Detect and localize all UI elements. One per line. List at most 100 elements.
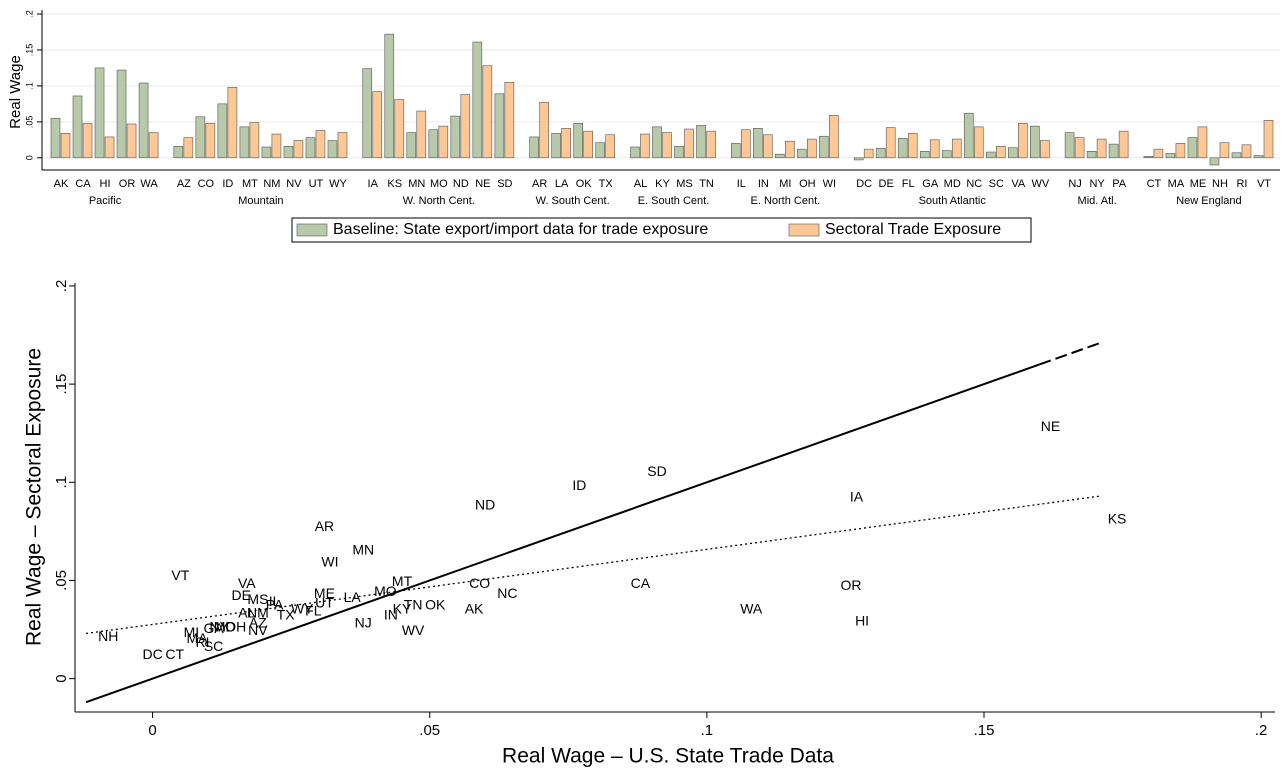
point-label: MT [392,573,413,589]
bar [605,134,615,159]
point-label: SD [647,463,666,479]
bar [293,140,304,159]
reference-line [85,495,1101,635]
point-label: IA [850,489,864,505]
point-label: DE [232,587,251,603]
bar [785,140,795,159]
bar [82,122,93,159]
point-label: VT [171,567,189,583]
bar [1007,147,1018,159]
point-label: LA [344,589,362,605]
bar [205,122,216,159]
x-tick-label: .1 [701,722,714,739]
x-tick-label: NJ [1068,178,1081,190]
x-tick-label: OH [799,178,816,190]
point-label: OH [225,618,246,634]
bar [919,151,930,159]
bar [1017,122,1028,159]
y-tick-label: 0 [24,155,34,160]
bar [561,128,571,159]
bar [138,82,149,159]
bar [1064,132,1075,159]
point-label: ME [314,585,335,601]
point-label: NY [209,618,229,634]
point-label: AL [238,605,255,621]
bar [428,129,439,159]
bar [372,91,383,159]
bar [1197,126,1208,159]
point-label: DC [142,646,162,662]
point-label: NJ [355,614,372,630]
x-tick-label: MA [1168,178,1185,190]
point-label: MI [184,624,200,640]
bar [261,146,272,159]
bar [706,130,716,159]
x-tick-label: NE [475,178,490,190]
bar [227,87,238,159]
x-tick-label: AR [532,178,547,190]
x-tick-label: NC [966,178,982,190]
bar [1074,137,1085,159]
x-axis-title: Real Wage – U.S. State Trade Data [502,745,834,768]
bar [104,136,115,159]
x-tick-label: FL [902,178,915,190]
bar [494,93,505,159]
bar [951,138,962,159]
bar [529,136,539,159]
point-label: MS [247,591,268,607]
point-label: TN [404,597,423,613]
x-tick-label: MD [944,178,961,190]
group-label: E. South Cent. [638,195,710,207]
bar [271,133,282,159]
bar [652,126,662,159]
point-label: KS [1108,510,1127,526]
point-label: IL [269,593,281,609]
x-tick-label: PA [1112,178,1127,190]
bar [753,128,763,159]
point-label: WA [740,601,763,617]
bar [1108,143,1119,159]
bar [1096,138,1107,159]
bar [1253,155,1264,159]
y-tick-label: .05 [53,570,70,591]
x-tick-label: SC [989,178,1004,190]
x-tick-label: KY [655,178,670,190]
bar [50,117,61,159]
point-label: CT [165,646,184,662]
bar [875,148,886,159]
point-label: ND [475,497,495,513]
point-label: SC [204,638,223,654]
bar [195,116,206,159]
bar [1153,148,1164,159]
legend-swatch [296,223,328,237]
x-tick-label: IN [758,178,769,190]
bar [829,115,839,159]
x-tick-label: 0 [148,722,156,739]
y-tick-label: .1 [24,82,34,90]
bar [1241,144,1252,159]
x-tick-label: NY [1089,178,1105,190]
x-tick-label: MI [779,178,791,190]
bar [662,132,672,159]
x-tick-label: SD [497,178,512,190]
bar [539,102,549,159]
point-label: KY [393,601,412,617]
x-tick-label: IL [737,178,746,190]
x-tick-label: MS [676,178,693,190]
bar [1143,156,1154,159]
x-tick-label: KS [387,178,402,190]
bar [472,41,483,159]
x-tick-label: MT [242,178,258,190]
point-label: NH [98,628,118,644]
bar [1209,157,1220,166]
group-label: W. North Cent. [403,195,475,207]
bar [482,65,493,159]
y-tick-label: 0 [53,674,70,682]
point-label: NE [1041,418,1060,434]
bar [640,133,650,159]
bar [907,133,918,159]
point-label: TX [277,606,296,622]
point-label: MA [186,630,208,646]
x-tick-label: AK [54,178,69,190]
